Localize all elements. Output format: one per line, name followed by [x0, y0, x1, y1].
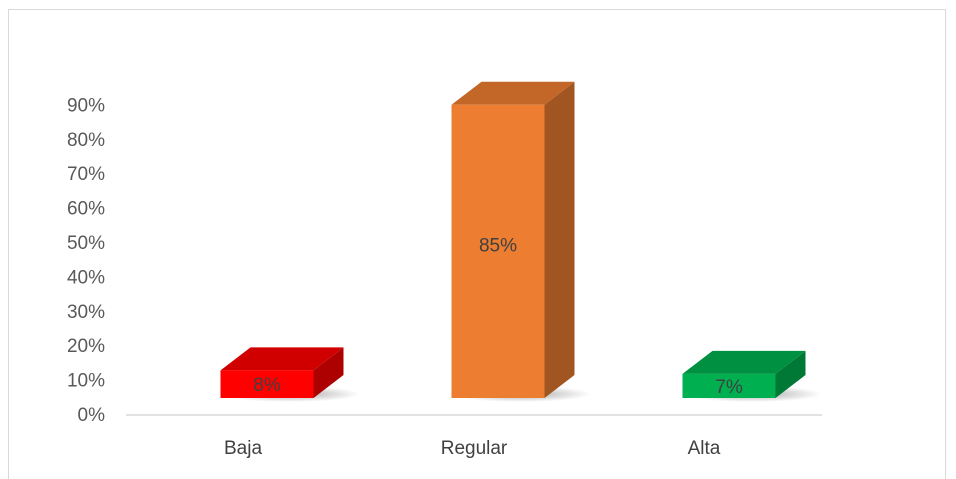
- y-tick-label: 30%: [67, 302, 105, 323]
- bar-side: [544, 81, 575, 398]
- y-tick-label: 20%: [67, 336, 105, 357]
- y-tick-label: 50%: [67, 233, 105, 254]
- x-category-label: Alta: [688, 438, 721, 459]
- bars: 8% 85% 7%: [220, 81, 822, 402]
- data-label: 85%: [479, 235, 517, 256]
- y-tick-label: 0%: [78, 405, 106, 426]
- y-tick-label: 60%: [67, 199, 105, 220]
- bar-side: [313, 347, 344, 398]
- y-tick-label: 70%: [67, 164, 105, 185]
- bar-front: [682, 373, 776, 398]
- data-label: 8%: [253, 375, 281, 396]
- x-category-label: Baja: [224, 438, 262, 459]
- bar-regular: 85%: [451, 81, 591, 402]
- y-tick-label: 80%: [67, 130, 105, 151]
- bar-front: [220, 370, 314, 398]
- x-category-label: Regular: [441, 438, 508, 459]
- bar-baja: 8%: [220, 347, 360, 402]
- y-tick-label: 40%: [67, 267, 105, 288]
- bar-alta: 7%: [682, 350, 822, 402]
- chart-frame: [8, 9, 946, 479]
- y-axis: 0% 10% 20% 30% 40% 50% 60% 70% 80% 90%: [67, 95, 105, 426]
- data-label: 7%: [715, 377, 743, 398]
- bar-top: [451, 81, 575, 105]
- bar-top: [220, 347, 344, 371]
- bar-side: [775, 350, 806, 398]
- bar-front: [451, 104, 545, 398]
- x-axis: Baja Regular Alta: [224, 438, 721, 459]
- bar-top: [682, 350, 806, 374]
- y-tick-label: 90%: [67, 95, 105, 116]
- y-tick-label: 10%: [67, 371, 105, 392]
